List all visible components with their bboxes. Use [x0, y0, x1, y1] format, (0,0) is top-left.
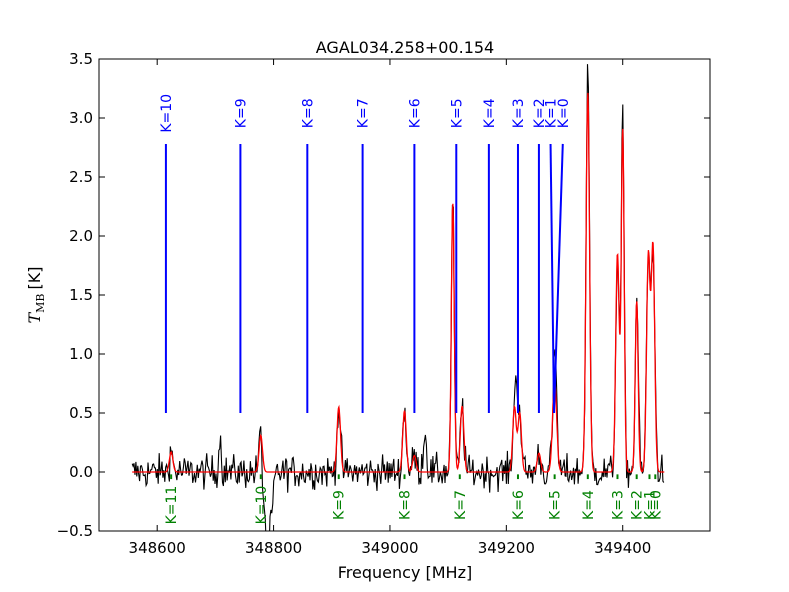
lower-ladder-label: K=3 [610, 490, 626, 520]
x-axis: 348600 348800 349000 349200 349400 [129, 59, 651, 557]
lower-ladder-label: K=10 [254, 486, 270, 525]
upper-ladder-label: K=7 [356, 98, 372, 128]
upper-ladder-label: K=10 [159, 94, 175, 133]
lower-ladder-label: K=9 [332, 490, 348, 520]
y-axis-label-unit: [K] [25, 266, 44, 289]
x-tick-label: 349200 [478, 539, 535, 557]
y-tick-label: 0.5 [69, 404, 93, 422]
y-tick-label: 3.5 [69, 50, 93, 68]
lower-ladder-label: K=6 [511, 490, 527, 520]
lower-ladder-label: K=11 [164, 486, 180, 525]
upper-ladder-line [553, 143, 564, 414]
y-tick-label: 2.5 [69, 168, 93, 186]
upper-ladder-label: K=3 [511, 98, 527, 128]
y-axis-label-symbol: T [25, 312, 44, 324]
transition-ladders: K=10 K=9 K=8 K=7 K=6 K=5 K=4 K=3 K=2K=1K=0K=11 K=… [159, 94, 664, 524]
y-tick-label: 2.0 [69, 227, 93, 245]
lower-ladder-label: K=8 [398, 490, 414, 520]
upper-ladder-label: K=4 [482, 98, 498, 128]
lower-ladder-label: K=2 [630, 490, 646, 520]
y-axis: −0.5 0.0 0.5 1.0 1.5 2.0 2.5 3.0 3.5 [57, 50, 710, 540]
x-tick-label: 349000 [361, 539, 418, 557]
y-tick-label: 0.0 [69, 463, 93, 481]
svg-text:TMB[K]: TMB [K] [25, 266, 47, 323]
chart-title: AGAL034.258+00.154 [316, 38, 494, 57]
plot-area [131, 64, 665, 531]
upper-ladder-label: K=9 [233, 98, 249, 128]
y-tick-label: 1.0 [69, 345, 93, 363]
upper-ladder-label: K=1 [544, 98, 560, 128]
lower-ladder-label: K=5 [548, 490, 564, 520]
upper-ladder-label: K=0 [556, 98, 572, 128]
upper-ladder-line [549, 143, 556, 414]
upper-ladder-label: K=5 [449, 98, 465, 128]
y-tick-label: 3.0 [69, 109, 93, 127]
lower-ladder-label: K=7 [453, 490, 469, 520]
upper-ladder-label: K=2 [532, 98, 548, 128]
lower-ladder-label: K=0 [648, 490, 664, 520]
x-tick-label: 348800 [245, 539, 302, 557]
upper-ladder-label: K=8 [300, 98, 316, 128]
upper-ladder-label: K=6 [407, 98, 423, 128]
y-axis-label-subscript: MB [34, 293, 47, 312]
y-tick-label: 1.5 [69, 286, 93, 304]
x-tick-label: 349400 [594, 539, 651, 557]
y-axis-label: TMB [K] [25, 266, 47, 323]
x-tick-label: 348600 [129, 539, 186, 557]
model-fit-line [132, 92, 665, 473]
lower-ladder-label: K=1 [642, 490, 658, 520]
lower-ladder-label: K=4 [581, 490, 597, 520]
x-axis-label: Frequency [MHz] [338, 563, 472, 582]
y-tick-label: −0.5 [57, 522, 93, 540]
